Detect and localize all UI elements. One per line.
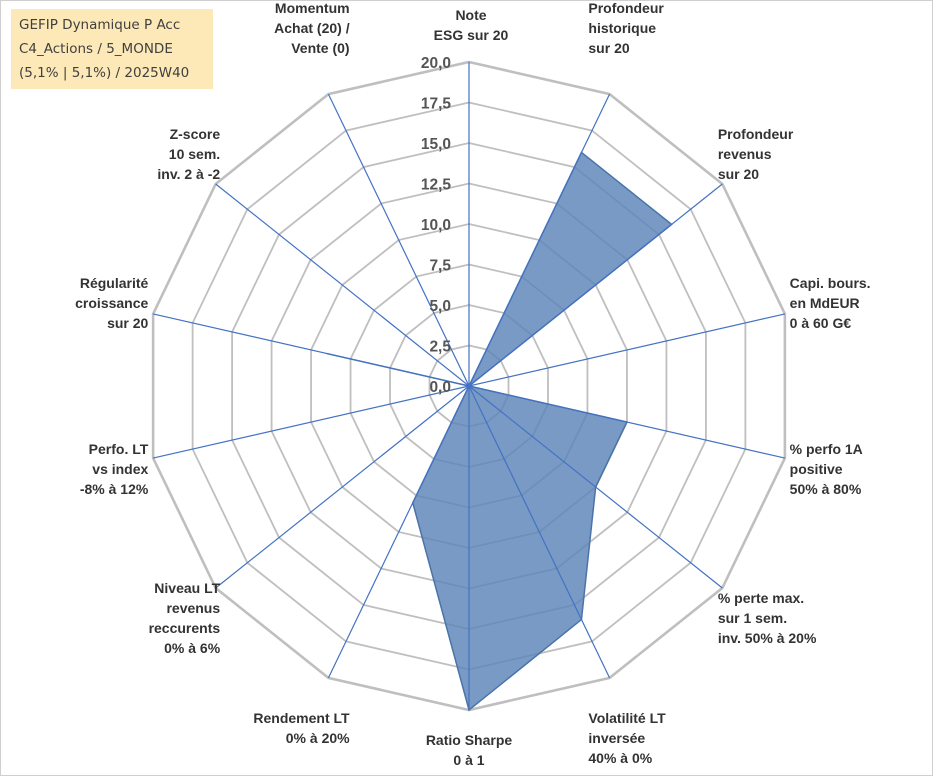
axis-label-line: 0 à 60 G€: [790, 315, 852, 331]
axis-label-line: sur 1 sem.: [718, 610, 787, 626]
axis-spoke: [327, 93, 470, 387]
axis-label-line: Profondeur: [588, 1, 664, 16]
axis-label: Régularité croissance sur 20: [75, 275, 148, 331]
axis-label: Profondeur historique sur 20: [588, 1, 664, 56]
axis-label: % perfo 1A positive 50% à 80%: [790, 441, 863, 497]
axis-label-line: 40% à 0%: [588, 750, 652, 766]
data-series-area: [326, 151, 673, 712]
axis-label: % perte max. sur 1 sem. inv. 50% à 20%: [718, 590, 817, 646]
axis-label-line: inv. 50% à 20%: [718, 630, 817, 646]
radial-tick-label: 5,0: [429, 298, 451, 315]
axis-label-line: Capi. bours.: [790, 275, 871, 291]
radial-tick-label: 0,0: [429, 379, 451, 396]
axis-label-line: sur 20: [588, 40, 629, 56]
axis-spoke: [215, 183, 470, 387]
axis-label-line: Niveau LT: [154, 580, 220, 596]
axis-label-line: inversée: [588, 730, 645, 746]
axis-label-line: -8% à 12%: [80, 481, 149, 497]
axis-label: Perfo. LT vs index -8% à 12%: [80, 441, 149, 497]
axis-label-line: sur 20: [107, 315, 148, 331]
axis-spoke: [152, 313, 470, 387]
axis-label: Rendement LT 0% à 20%: [253, 710, 350, 746]
axis-label: Momentum Achat (20) / Vente (0): [274, 1, 350, 56]
radial-tick-label: 20,0: [421, 55, 451, 72]
axis-spoke: [468, 313, 786, 387]
axis-label-line: Note: [455, 7, 486, 23]
axis-label-line: inv. 2 à -2: [157, 166, 220, 182]
axis-label: Volatilité LT inversée 40% à 0%: [588, 710, 666, 766]
radial-tick-label: 12,5: [421, 177, 452, 194]
radial-tick-label: 2,5: [429, 339, 451, 356]
fund-stats: (5,1% | 5,1%) / 2025W40: [19, 65, 190, 81]
axis-label-line: positive: [790, 461, 843, 477]
axis-spoke: [215, 385, 470, 589]
axis-label-line: 50% à 80%: [790, 481, 862, 497]
axis-label: Capi. bours. en MdEUR 0 à 60 G€: [790, 275, 871, 331]
axis-label-line: Rendement LT: [253, 710, 350, 726]
axis-label-line: historique: [588, 20, 656, 36]
axis-spoke: [468, 183, 723, 387]
axis-spoke: [468, 385, 611, 679]
fund-category: C4_Actions / 5_MONDE: [19, 41, 173, 57]
axis-label: Niveau LT revenus reccurents 0% à 6%: [149, 580, 221, 656]
axis-spoke: [468, 385, 786, 459]
axis-label-line: 0 à 1: [453, 752, 484, 768]
radial-tick-label: 7,5: [429, 258, 451, 275]
axis-label-line: Profondeur: [718, 126, 794, 142]
axis-spoke: [152, 385, 470, 459]
axis-label-line: revenus: [718, 146, 772, 162]
axis-label-line: Z-score: [170, 126, 221, 142]
axis-label-line: Vente (0): [291, 40, 349, 56]
axis-label-line: 0% à 6%: [164, 640, 221, 656]
axis-label-line: % perte max.: [718, 590, 804, 606]
axis-label-line: Momentum: [275, 1, 350, 16]
axis-label-line: ESG sur 20: [434, 27, 509, 43]
axis-label: Profondeur revenus sur 20: [718, 126, 794, 182]
axis-label-line: Perfo. LT: [89, 441, 149, 457]
axis-label-line: revenus: [166, 600, 220, 616]
axis-label: Z-score 10 sem. inv. 2 à -2: [157, 126, 220, 182]
axis-label-line: Ratio Sharpe: [426, 732, 513, 748]
axis-label-line: Achat (20) /: [274, 20, 350, 36]
axis-label-line: 0% à 20%: [286, 730, 350, 746]
axis-label-line: sur 20: [718, 166, 759, 182]
fund-info-box: GEFIP Dynamique P Acc C4_Actions / 5_MON…: [11, 9, 213, 89]
axis-spoke: [327, 385, 470, 679]
axis-label-line: Volatilité LT: [588, 710, 666, 726]
fund-name: GEFIP Dynamique P Acc: [19, 17, 181, 33]
axis-label-line: Régularité: [80, 275, 149, 291]
axis-label-line: reccurents: [149, 620, 221, 636]
axis-label-line: vs index: [92, 461, 148, 477]
axis-spoke: [468, 93, 611, 387]
radial-tick-label: 10,0: [421, 217, 451, 234]
axis-label: Ratio Sharpe 0 à 1: [426, 732, 513, 768]
radial-tick-label: 15,0: [421, 136, 451, 153]
radial-tick-label: 17,5: [421, 96, 452, 113]
axis-label-line: en MdEUR: [790, 295, 860, 311]
axis-label-line: 10 sem.: [169, 146, 220, 162]
axis-label-line: % perfo 1A: [790, 441, 863, 457]
axis-label-line: croissance: [75, 295, 148, 311]
axis-label: Note ESG sur 20: [434, 7, 509, 43]
axis-spoke: [468, 385, 723, 589]
